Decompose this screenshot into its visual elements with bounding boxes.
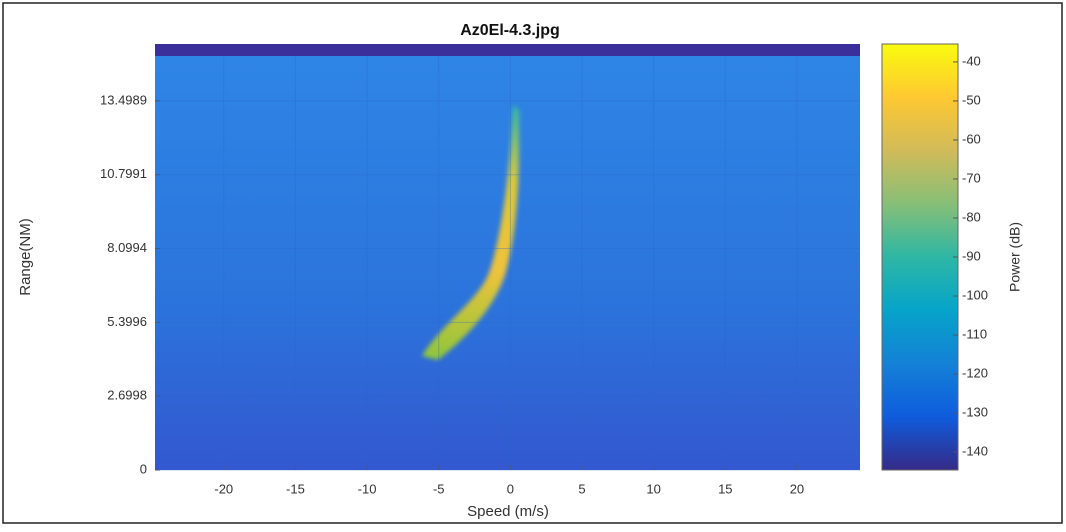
x-tick-label: 20 (790, 481, 804, 496)
x-tick-label: 5 (578, 481, 585, 496)
top-band (155, 44, 860, 56)
x-tick-label: 10 (646, 481, 660, 496)
colorbar-tick-label: -130 (962, 404, 988, 419)
colorbar-tick-label: -70 (962, 170, 981, 185)
colorbar-tick-label: -90 (962, 248, 981, 263)
colorbar-tick-label: -110 (962, 326, 987, 341)
colorbar-tick-label: -140 (962, 443, 988, 458)
colorbar-tick-label: -100 (962, 287, 988, 302)
x-tick-label: -20 (214, 481, 233, 496)
colorbar-tick-label: -60 (962, 131, 981, 146)
colorbar-tick-label: -50 (962, 92, 981, 107)
x-tick-label: 15 (718, 481, 732, 496)
x-tick-label: -15 (286, 481, 305, 496)
target-streak (422, 105, 520, 360)
x-tick-label: 0 (507, 481, 514, 496)
colorbar: -40 -50 -60 -70 -80 -90 -100 -110 -120 -130 -140 (881, 43, 988, 471)
y-tick-label: 13.4989 (100, 92, 147, 107)
x-axis-label: Speed (m/s) (467, 503, 549, 520)
x-tick-label: -10 (358, 481, 377, 496)
y-tick-label: 2.6998 (107, 388, 147, 403)
colorbar-scale (881, 43, 959, 471)
colorbar-tick-label: -40 (962, 53, 981, 68)
colorbar-tick-label: -80 (962, 209, 981, 224)
y-tick-label: 0 (140, 461, 147, 476)
colorbar-tick-label: -120 (962, 365, 988, 380)
frame (2, 2, 1063, 524)
y-tick-label: 5.3996 (107, 314, 147, 329)
y-axis-label: Range(NM) (17, 218, 34, 296)
colorbar-label: Power (dB) (1007, 222, 1023, 292)
x-tick-label: -5 (433, 481, 445, 496)
y-tick-label: 8.0994 (107, 240, 147, 255)
chart-title: Az0El-4.3.jpg (460, 22, 560, 39)
y-tick-label: 10.7991 (100, 166, 147, 181)
